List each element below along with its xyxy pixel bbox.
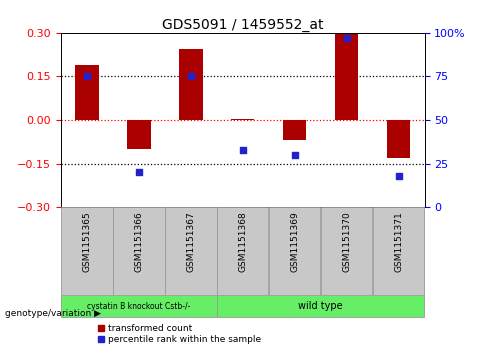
FancyBboxPatch shape xyxy=(269,207,321,295)
Text: wild type: wild type xyxy=(298,301,343,311)
Point xyxy=(135,170,143,175)
Text: GSM1151367: GSM1151367 xyxy=(186,211,195,272)
Bar xyxy=(231,119,254,120)
FancyBboxPatch shape xyxy=(217,207,268,295)
Bar xyxy=(387,120,410,158)
Text: GSM1151366: GSM1151366 xyxy=(134,211,143,272)
Bar xyxy=(179,49,203,120)
Text: GSM1151370: GSM1151370 xyxy=(342,211,351,272)
Text: GSM1151369: GSM1151369 xyxy=(290,211,299,272)
FancyBboxPatch shape xyxy=(61,207,113,295)
FancyBboxPatch shape xyxy=(61,295,217,317)
FancyBboxPatch shape xyxy=(217,295,424,317)
Text: GSM1151368: GSM1151368 xyxy=(238,211,247,272)
FancyBboxPatch shape xyxy=(373,207,424,295)
Point xyxy=(291,152,299,158)
Point xyxy=(239,147,246,152)
Point xyxy=(83,73,91,79)
Text: genotype/variation ▶: genotype/variation ▶ xyxy=(5,310,101,318)
FancyBboxPatch shape xyxy=(321,207,372,295)
Bar xyxy=(335,34,358,120)
Bar xyxy=(127,120,151,149)
FancyBboxPatch shape xyxy=(113,207,164,295)
Point xyxy=(343,35,350,41)
Bar xyxy=(75,65,99,120)
Text: GSM1151365: GSM1151365 xyxy=(82,211,91,272)
Legend: transformed count, percentile rank within the sample: transformed count, percentile rank withi… xyxy=(95,320,265,348)
Bar xyxy=(283,120,306,140)
FancyBboxPatch shape xyxy=(165,207,217,295)
Title: GDS5091 / 1459552_at: GDS5091 / 1459552_at xyxy=(162,18,324,32)
Text: cystatin B knockout Cstb-/-: cystatin B knockout Cstb-/- xyxy=(87,302,191,311)
Point xyxy=(187,73,195,79)
Point xyxy=(395,173,403,179)
Text: GSM1151371: GSM1151371 xyxy=(394,211,403,272)
